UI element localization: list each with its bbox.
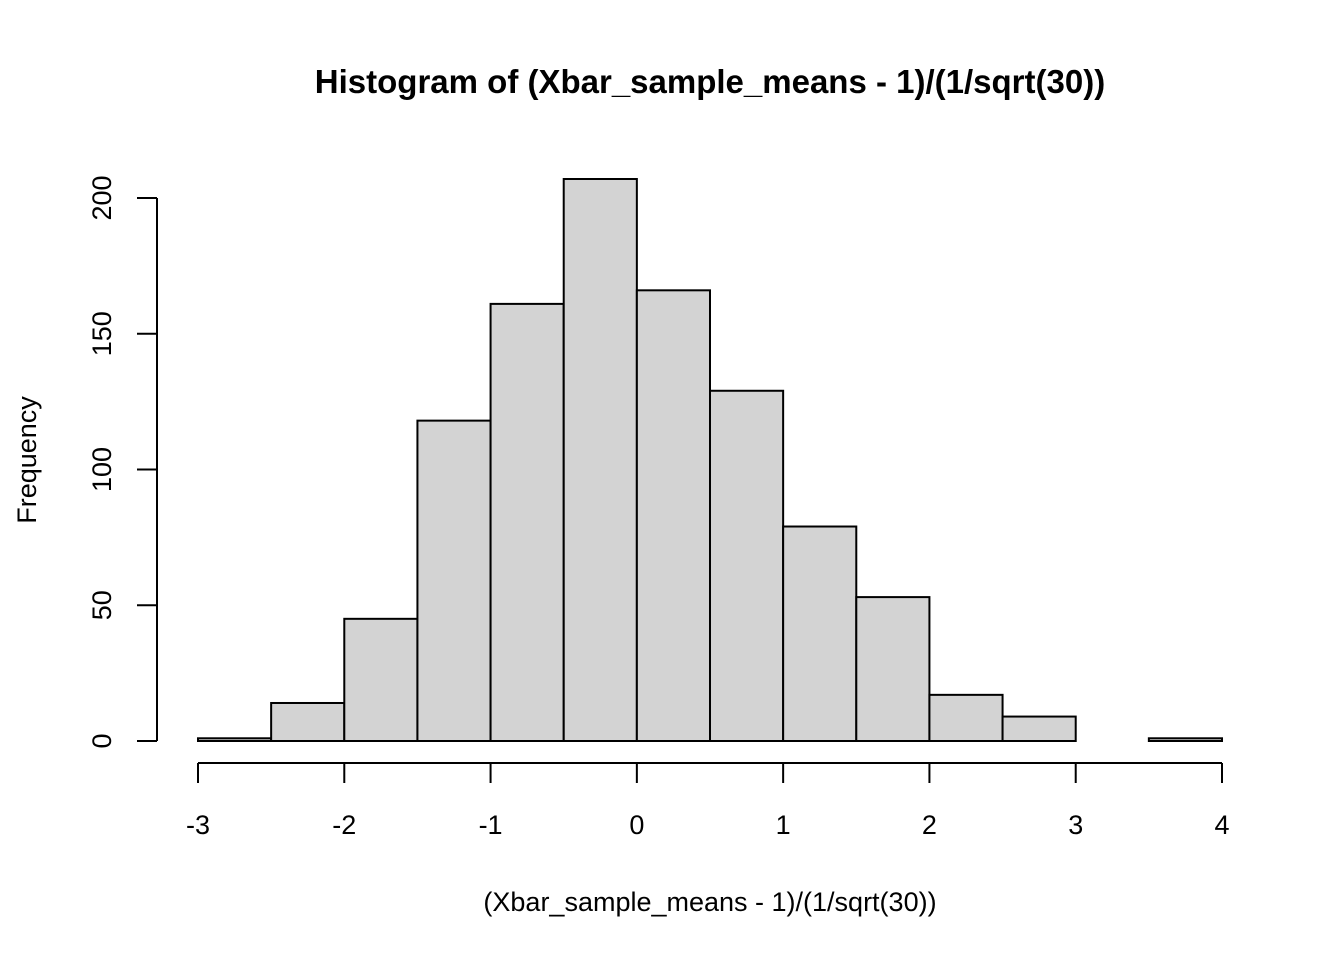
chart-title: Histogram of (Xbar_sample_means - 1)/(1/… xyxy=(315,63,1105,100)
y-tick-label: 150 xyxy=(87,311,117,356)
x-tick-label: -1 xyxy=(479,810,503,840)
x-tick-label: 0 xyxy=(629,810,644,840)
x-tick-label: 2 xyxy=(922,810,937,840)
y-axis: 0 50 100 150 200 xyxy=(87,175,158,749)
x-tick-label: 3 xyxy=(1068,810,1083,840)
histogram-bar xyxy=(782,525,858,742)
y-tick-label: 200 xyxy=(87,175,117,220)
histogram-bar xyxy=(635,289,711,742)
histogram-bar xyxy=(855,596,931,742)
histogram-bar xyxy=(416,419,492,742)
bars-group xyxy=(197,178,1224,743)
histogram-bar xyxy=(928,693,1004,742)
y-tick-label: 100 xyxy=(87,447,117,492)
x-axis-label: (Xbar_sample_means - 1)/(1/sqrt(30)) xyxy=(483,887,936,917)
histogram-bar xyxy=(709,389,785,742)
x-tick-label: -2 xyxy=(332,810,356,840)
y-tick-label: 0 xyxy=(87,733,117,748)
x-tick-label: 4 xyxy=(1214,810,1229,840)
histogram-bar xyxy=(562,178,638,742)
histogram-bar xyxy=(1147,737,1224,743)
histogram-bar xyxy=(197,737,273,743)
histogram-bar xyxy=(489,302,565,742)
x-tick-label: 1 xyxy=(776,810,791,840)
x-tick-label: -3 xyxy=(186,810,210,840)
y-axis-label: Frequency xyxy=(12,396,42,524)
x-axis: -3 -2 -1 0 1 2 3 4 xyxy=(186,762,1230,840)
y-tick-label: 50 xyxy=(87,590,117,620)
histogram-bar xyxy=(270,701,346,743)
histogram-bar xyxy=(343,617,419,743)
histogram-bar xyxy=(1001,715,1077,743)
